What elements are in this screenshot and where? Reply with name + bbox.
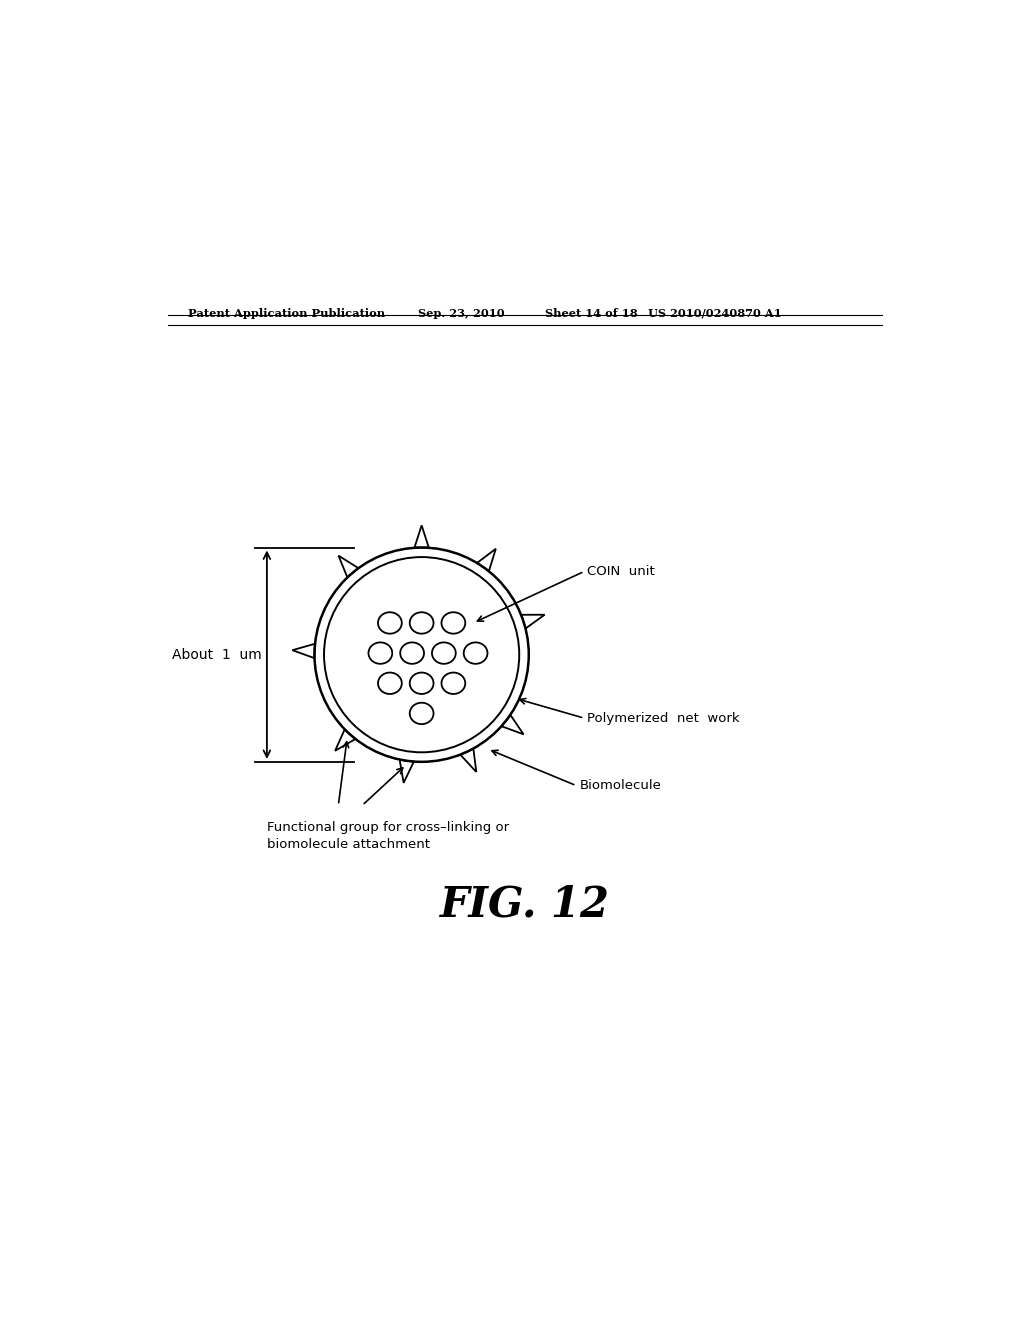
Text: Polymerized  net  work: Polymerized net work [588,711,740,725]
Text: Patent Application Publication: Patent Application Publication [187,308,385,319]
Text: Sheet 14 of 18: Sheet 14 of 18 [545,308,637,319]
Text: Sep. 23, 2010: Sep. 23, 2010 [418,308,504,319]
Text: FIG. 12: FIG. 12 [439,883,610,925]
Text: COIN  unit: COIN unit [588,565,655,578]
Text: Biomolecule: Biomolecule [580,779,662,792]
Text: Functional group for cross–linking or
biomolecule attachment: Functional group for cross–linking or bi… [267,821,509,851]
Text: US 2010/0240870 A1: US 2010/0240870 A1 [648,308,781,319]
Text: About  1  um: About 1 um [172,648,261,661]
